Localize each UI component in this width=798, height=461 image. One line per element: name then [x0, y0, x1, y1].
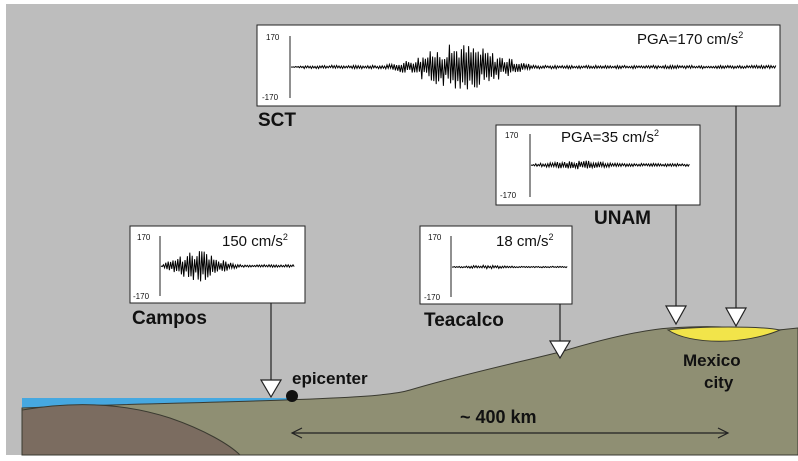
distance-arrow: [290, 427, 730, 439]
sct-scale-bottom: -170: [262, 93, 279, 102]
campos-seismogram-trace: [160, 251, 295, 282]
city-label-line2: city: [704, 373, 734, 392]
campos-panel-frame: [129, 225, 306, 304]
sct-panel: 170 -170 PGA=170 cm/s2: [256, 24, 781, 107]
teacalco-station-label: Teacalco: [424, 310, 504, 331]
sct-station-triangle: [724, 307, 748, 328]
sct-station-label: SCT: [258, 110, 296, 131]
unam-seismogram-trace: [530, 160, 690, 170]
teacalco-pga-label: 18 cm/s2: [496, 232, 554, 250]
coastal-layer: [21, 404, 242, 456]
sct-seismogram-trace: [290, 44, 777, 90]
campos-scale-top: 170: [137, 233, 151, 242]
campos-scale-bottom: -170: [133, 292, 150, 301]
teacalco-panel: 170 -170 18 cm/s2: [419, 225, 573, 305]
sct-pga-label: PGA=170 cm/s2: [637, 30, 743, 48]
sct-scale-top: 170: [266, 33, 280, 42]
campos-panel: 170 -170 150 cm/s2: [129, 225, 306, 304]
unam-station-label: UNAM: [594, 208, 651, 229]
unam-pga-label: PGA=35 cm/s2: [561, 128, 659, 146]
unam-scale-top: 170: [505, 131, 519, 140]
teacalco-seismogram-trace: [451, 264, 568, 270]
campos-station-label: Campos: [132, 308, 207, 329]
distance-label: ~ 400 km: [460, 407, 537, 427]
teacalco-station-triangle: [548, 340, 572, 360]
station-connectors: [259, 106, 748, 399]
teacalco-scale-top: 170: [428, 233, 442, 242]
unam-station-triangle: [664, 305, 688, 326]
teacalco-scale-bottom: -170: [424, 293, 441, 302]
campos-station-triangle: [259, 379, 283, 399]
unam-scale-bottom: -170: [500, 191, 517, 200]
epicenter-marker: [286, 390, 298, 402]
teacalco-panel-frame: [419, 225, 573, 305]
campos-pga-label: 150 cm/s2: [222, 232, 288, 250]
epicenter-label: epicenter: [292, 369, 368, 388]
unam-panel: 170 -170 PGA=35 cm/s2: [495, 124, 701, 206]
city-label-line1: Mexico: [683, 351, 741, 370]
mexico-city-basin: [666, 326, 782, 342]
